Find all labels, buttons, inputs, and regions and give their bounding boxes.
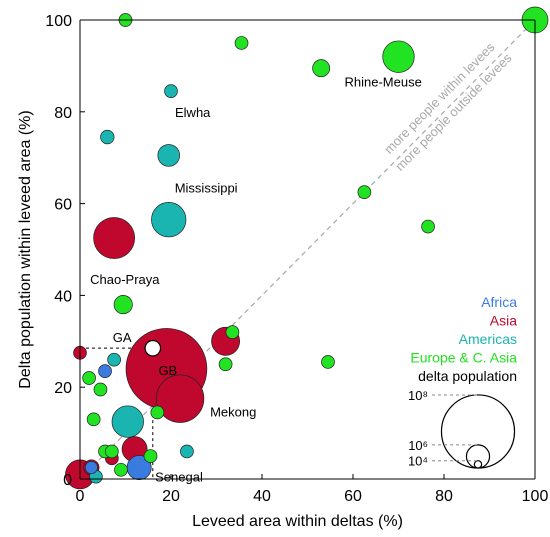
data-point-11: [157, 144, 180, 167]
data-point-38: [84, 461, 98, 475]
data-point-ga: [144, 339, 162, 357]
y-tick-label-100: 100: [45, 13, 72, 30]
legend-entry-africa: Africa: [481, 294, 517, 310]
data-point-rhine-meuse: [382, 40, 415, 73]
points-layer: [65, 6, 549, 490]
annotation-elwha: Elwha: [175, 105, 211, 120]
annotation-layer: Rhine-Meuse Elwha Mississippi Chao-Praya GA G…: [90, 75, 422, 485]
data-point-37: [98, 364, 112, 378]
legend-entry-asia: Asia: [490, 313, 517, 329]
size-legend-medium-label: 10⁶: [408, 438, 428, 453]
annotation-mekong: Mekong: [210, 405, 256, 420]
annotation-ga: GA: [113, 330, 132, 345]
x-tick-label-0: 0: [76, 488, 85, 505]
data-point-14: [107, 352, 121, 367]
data-point-elwha: [164, 84, 178, 98]
data-point-15: [180, 444, 194, 459]
annotation-gb: GB: [158, 363, 177, 378]
y-tick-label-60: 60: [54, 197, 72, 214]
data-point-22: [357, 185, 372, 199]
x-tick-label-60: 60: [344, 488, 362, 505]
y-tick-label-0: 0: [63, 472, 72, 489]
legend-entry-europe-c-asia: Europe & C. Asia: [410, 350, 517, 366]
size-legend-large-circle: [440, 394, 516, 469]
data-point-28: [82, 371, 96, 385]
data-point-21: [312, 59, 331, 78]
size-legend-small-label: 10⁴: [408, 454, 428, 469]
annotation-rhine-meuse: Rhine-Meuse: [345, 75, 422, 90]
x-tick-label-80: 80: [435, 488, 453, 505]
annotation-senegal: Senegal: [155, 470, 203, 485]
data-point-34: [143, 449, 158, 463]
y-tick-label-80: 80: [54, 105, 72, 122]
annotation-mississippi: Mississippi: [175, 181, 238, 196]
legend-entry-americas: Americas: [459, 331, 517, 347]
data-point-26: [218, 357, 233, 372]
data-point-29: [93, 382, 108, 397]
data-point-30: [86, 412, 101, 427]
legend-entry-delta-population: delta population: [418, 368, 517, 384]
data-point-13: [100, 129, 115, 145]
data-point-32: [105, 444, 119, 459]
axes-layer: 0 20 40 60 80 100 0 20 40 60 80 100 Leveed area with…: [17, 13, 548, 530]
annotation-chao-praya: Chao-Praya: [90, 272, 160, 287]
data-point-chao-praya: [93, 217, 136, 259]
x-tick-label-40: 40: [253, 488, 271, 505]
y-axis-title: Delta population within leveed area (%): [17, 110, 34, 388]
data-point-33: [114, 462, 128, 477]
data-point-mekong: [155, 374, 205, 423]
data-point-23: [421, 219, 435, 234]
size-legend-small-circle: [473, 460, 483, 469]
data-point-24: [321, 355, 335, 369]
data-point-27: [113, 295, 133, 315]
data-point-mississippi: [151, 202, 187, 238]
data-point-10: [111, 405, 144, 438]
data-point-35: [150, 405, 165, 420]
data-point-20: [234, 36, 249, 50]
size-legend-large-label: 10⁸: [408, 388, 428, 403]
x-tick-label-20: 20: [162, 488, 180, 505]
x-tick-label-100: 100: [522, 488, 549, 505]
y-tick-label-20: 20: [54, 380, 72, 397]
legend-layer: Africa Asia Americas Europe & C. Asia delta …: [408, 294, 517, 469]
y-tick-label-40: 40: [54, 288, 72, 305]
x-axis-title: Leveed area within deltas (%): [192, 513, 403, 530]
data-point-25: [225, 325, 240, 339]
diagonal-label-outside: more people outside levees: [392, 50, 515, 174]
